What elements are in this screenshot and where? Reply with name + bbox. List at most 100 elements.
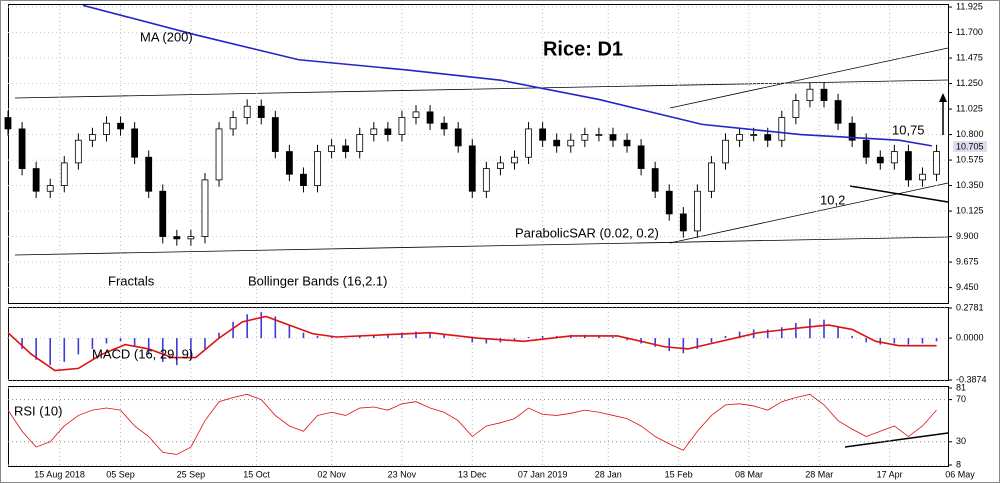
candle-body [46, 185, 54, 192]
x-tick-label: 23 Nov [388, 469, 417, 479]
panel-title: RSI (10) [14, 403, 62, 418]
candle-body [342, 145, 350, 152]
macd-bar [105, 338, 108, 344]
macd-bar [161, 338, 164, 362]
macd-bar [387, 333, 389, 339]
y-tick-label: 70 [956, 394, 966, 404]
macd-bar [795, 322, 797, 339]
candle-body [257, 105, 265, 118]
candle-body [764, 134, 772, 141]
arrow [939, 93, 947, 135]
candle-body [609, 134, 617, 141]
x-tick-label: 17 Apr [877, 469, 903, 479]
candle-body [693, 190, 701, 232]
candle-body [708, 162, 715, 192]
candle-body [398, 117, 406, 135]
macd-bar [204, 338, 206, 349]
candle-body [314, 151, 321, 186]
candle-body [32, 168, 40, 192]
macd-bar [654, 338, 656, 347]
macd-bar [133, 338, 136, 347]
macd-panel [8, 307, 949, 381]
rsi-panel [8, 386, 949, 467]
macd-bar [260, 312, 263, 339]
candle-body [271, 117, 279, 152]
price-tag: 10.705 [956, 141, 984, 151]
candle-body [665, 190, 673, 215]
macd-bar [429, 332, 431, 339]
ma-line [82, 4, 932, 147]
y-tick-label: 10.125 [956, 205, 984, 215]
candle-body [581, 134, 589, 141]
candle-body [4, 117, 12, 130]
macd-bar [809, 318, 811, 339]
candle-body [60, 162, 68, 186]
macd-bar [668, 338, 671, 352]
macd-bar [457, 338, 460, 339]
candle-body [18, 128, 26, 169]
macd-bar [598, 335, 600, 339]
candle-body [511, 156, 518, 164]
macd-bar [119, 338, 122, 342]
macd-bar [401, 332, 403, 339]
candle-body [876, 156, 884, 164]
macd-bar [7, 338, 9, 339]
x-tick-label: 07 Jan 2019 [518, 469, 568, 479]
y-tick-label: 10.350 [956, 180, 984, 190]
macd-bar [823, 319, 825, 339]
y-tick-label: 11.700 [956, 27, 983, 37]
macd-bar [893, 338, 896, 344]
candle-body [919, 173, 926, 181]
y-tick-label: 30 [956, 436, 966, 446]
candle-body [679, 213, 687, 232]
trend-lines [14, 47, 949, 448]
macd-bar [851, 335, 853, 339]
macd-bar [541, 335, 544, 339]
macd-bar [63, 338, 66, 362]
y-tick-label: 81 [956, 382, 966, 392]
candle-body [525, 128, 532, 158]
candle-body [806, 88, 814, 101]
macd-bar [612, 337, 614, 339]
macd-bar [485, 338, 488, 344]
macd-bar [190, 338, 192, 360]
candle-body [426, 111, 434, 124]
candle-body [103, 122, 110, 135]
macd-bar [302, 332, 305, 339]
macd-bar [232, 321, 234, 339]
candle-body [905, 151, 912, 181]
y-tick-label: -0.3874 [956, 374, 987, 384]
macd-bar [837, 327, 839, 339]
x-tick-label: 15 Aug 2018 [34, 469, 85, 479]
macd-bar [147, 338, 150, 355]
x-tick-label: 02 Nov [317, 469, 346, 479]
candle-body [145, 156, 153, 192]
candle-body [356, 134, 364, 152]
candle-body [792, 100, 800, 118]
macd-bar [724, 335, 727, 339]
candle-body [187, 236, 195, 240]
candle-body [539, 128, 547, 141]
rsi-line [7, 393, 937, 455]
macd-bar [91, 338, 94, 349]
candle-body [623, 139, 631, 147]
macd-bar [443, 334, 445, 339]
y-tick-label: 11.250 [956, 78, 983, 88]
y-tick-label: 9.675 [956, 256, 979, 266]
candle-body [300, 173, 307, 186]
macd-bar [358, 335, 361, 339]
macd-bar [288, 325, 291, 339]
candle-body [722, 139, 729, 164]
macd-bar [527, 337, 530, 339]
annotation: Bollinger Bands (16,2.1) [248, 273, 387, 288]
candle-body [440, 122, 448, 130]
x-tick-label: 28 Jan [595, 469, 622, 479]
annotation: 10,2 [820, 192, 845, 207]
macd-bar [21, 338, 23, 349]
x-tick-label: 06 May [945, 469, 975, 479]
macd-bar [344, 338, 347, 339]
macd-signal-line [7, 315, 937, 372]
macd-bar [865, 338, 868, 343]
macd-bar [274, 316, 277, 339]
